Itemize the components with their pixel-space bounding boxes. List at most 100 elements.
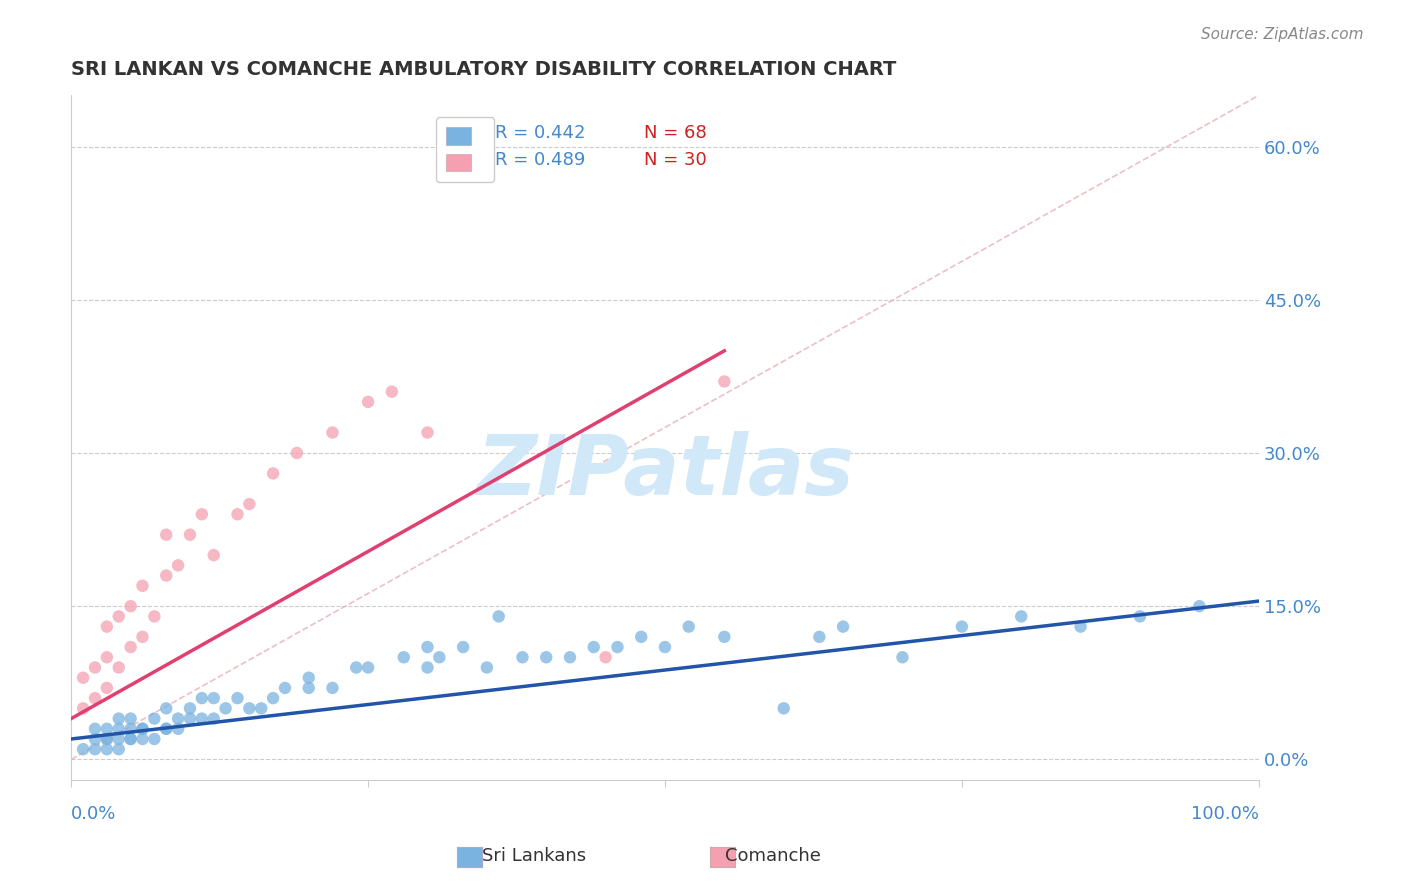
Point <box>285 446 308 460</box>
Point <box>72 701 94 715</box>
Point <box>96 619 118 633</box>
Point <box>202 712 225 726</box>
Text: N = 30: N = 30 <box>644 152 706 169</box>
Point <box>143 609 166 624</box>
Point <box>950 619 973 633</box>
Point <box>96 681 118 695</box>
Point <box>1070 619 1092 633</box>
Point <box>238 701 260 715</box>
Point <box>120 599 142 614</box>
Point <box>226 508 249 522</box>
Point <box>416 425 439 440</box>
Point <box>120 722 142 736</box>
Point <box>179 701 201 715</box>
Point <box>120 640 142 654</box>
Point <box>96 650 118 665</box>
Point <box>191 508 214 522</box>
Point <box>357 660 380 674</box>
Point <box>558 650 581 665</box>
Point <box>131 722 153 736</box>
Point <box>96 742 118 756</box>
Text: ZIPatlas: ZIPatlas <box>477 432 853 512</box>
Point <box>191 712 214 726</box>
Point <box>84 660 107 674</box>
Point <box>131 579 153 593</box>
Point <box>427 650 450 665</box>
Point <box>155 722 177 736</box>
Point <box>381 384 404 399</box>
Text: R = 0.489: R = 0.489 <box>495 152 585 169</box>
Point <box>451 640 474 654</box>
Text: R = 0.442: R = 0.442 <box>495 124 586 142</box>
Point <box>488 609 510 624</box>
Point <box>179 527 201 541</box>
Point <box>167 712 190 726</box>
Point <box>155 722 177 736</box>
Point <box>392 650 415 665</box>
Point <box>202 691 225 706</box>
Point <box>96 731 118 746</box>
Point <box>72 671 94 685</box>
Point <box>72 742 94 756</box>
Point <box>226 691 249 706</box>
Point <box>155 701 177 715</box>
Point <box>274 681 297 695</box>
Point <box>191 691 214 706</box>
Text: Sri Lankans: Sri Lankans <box>482 847 586 865</box>
Point <box>214 701 236 715</box>
Point <box>107 660 129 674</box>
Point <box>808 630 831 644</box>
Point <box>96 731 118 746</box>
Point <box>131 630 153 644</box>
Point <box>344 660 367 674</box>
Point <box>84 722 107 736</box>
Point <box>713 630 735 644</box>
Point <box>96 722 118 736</box>
Point <box>107 731 129 746</box>
Point <box>107 742 129 756</box>
Point <box>262 691 284 706</box>
Point <box>107 722 129 736</box>
Point <box>630 630 652 644</box>
Text: N = 68: N = 68 <box>644 124 706 142</box>
Point <box>606 640 628 654</box>
Point <box>595 650 617 665</box>
Point <box>298 671 321 685</box>
Point <box>582 640 605 654</box>
Point <box>167 558 190 573</box>
Point <box>416 640 439 654</box>
Point <box>832 619 855 633</box>
Point <box>321 425 343 440</box>
Point <box>131 731 153 746</box>
Text: SRI LANKAN VS COMANCHE AMBULATORY DISABILITY CORRELATION CHART: SRI LANKAN VS COMANCHE AMBULATORY DISABI… <box>72 60 897 78</box>
Point <box>84 691 107 706</box>
Point <box>131 722 153 736</box>
Point <box>167 722 190 736</box>
Point <box>713 375 735 389</box>
Point <box>772 701 794 715</box>
Point <box>654 640 676 654</box>
Point <box>534 650 557 665</box>
Point <box>143 731 166 746</box>
Point <box>678 619 700 633</box>
Text: 100.0%: 100.0% <box>1191 805 1258 823</box>
Point <box>357 395 380 409</box>
Point <box>321 681 343 695</box>
Point <box>891 650 914 665</box>
Point <box>84 731 107 746</box>
Point <box>107 609 129 624</box>
Point <box>262 467 284 481</box>
Point <box>202 548 225 562</box>
Point <box>155 527 177 541</box>
Text: Comanche: Comanche <box>725 847 821 865</box>
Point <box>179 712 201 726</box>
Text: Source: ZipAtlas.com: Source: ZipAtlas.com <box>1201 27 1364 42</box>
Point <box>475 660 498 674</box>
Point <box>120 712 142 726</box>
Point <box>120 731 142 746</box>
Point <box>1129 609 1152 624</box>
Point <box>250 701 273 715</box>
Point <box>143 712 166 726</box>
Point <box>512 650 534 665</box>
Point <box>238 497 260 511</box>
